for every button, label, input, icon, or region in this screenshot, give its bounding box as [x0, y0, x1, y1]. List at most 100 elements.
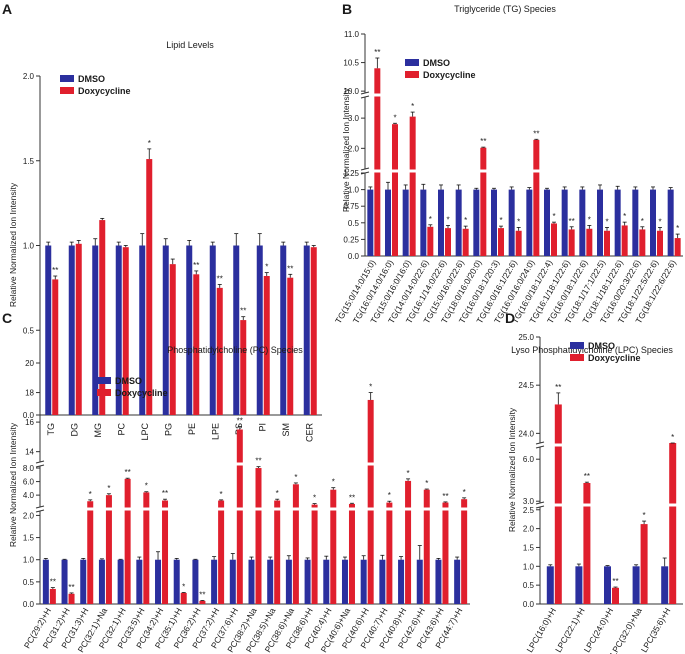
bar-doxycycline — [52, 279, 59, 415]
significance-label: * — [89, 490, 92, 499]
bar-doxycycline — [568, 229, 575, 256]
y-tick-label: 6.0 — [523, 455, 535, 464]
significance-label: * — [464, 216, 467, 225]
bar-dmso — [438, 189, 444, 256]
axis-break-mark — [535, 505, 545, 509]
bar-doxycycline — [640, 524, 648, 604]
y-tick-label: 0.0 — [23, 600, 35, 609]
bar-doxycycline — [462, 228, 469, 256]
significance-label: ** — [162, 489, 168, 498]
bar-dmso — [367, 189, 374, 256]
x-tick-label: SM — [281, 423, 291, 437]
legend-entry: Doxycycline — [423, 70, 476, 80]
x-tick-label: DG — [69, 423, 79, 437]
bar-doxycycline — [515, 230, 522, 256]
chart-panel-b: Triglyceride (TG) Species Relative Normal… — [333, 4, 683, 325]
bar-dmso — [61, 559, 68, 604]
x-tick-label: PE — [187, 423, 197, 435]
bar-break-gap — [217, 507, 225, 511]
significance-label: * — [552, 212, 555, 221]
bar-break-gap — [161, 507, 169, 511]
significance-label: ** — [255, 457, 261, 466]
bar-doxycycline — [445, 228, 451, 256]
bar-dmso — [136, 559, 143, 604]
legend-swatch — [60, 75, 74, 82]
bar-dmso — [304, 559, 311, 604]
bar-dmso — [360, 559, 367, 604]
bar-break-gap — [367, 462, 375, 466]
legend-entry: Doxycycline — [115, 388, 168, 398]
y-tick-label: 10.5 — [343, 59, 359, 68]
bar-doxycycline — [639, 229, 646, 256]
significance-label: * — [332, 478, 335, 487]
y-tick-label: 0.5 — [523, 581, 535, 590]
significance-label: ** — [68, 583, 74, 592]
bar-doxycycline — [193, 274, 200, 415]
bar-doxycycline — [583, 483, 591, 604]
bar-dmso — [473, 189, 480, 256]
y-tick-label: 11.0 — [344, 30, 360, 39]
bar-doxycycline — [236, 429, 243, 604]
bar-doxycycline — [374, 68, 381, 257]
bar-doxycycline — [310, 247, 317, 415]
bar-dmso — [117, 559, 124, 604]
bar-doxycycline — [122, 247, 129, 415]
bar-doxycycline — [99, 220, 106, 415]
panel-label-a: A — [2, 1, 12, 17]
bar-break-gap — [373, 93, 381, 97]
significance-label: * — [369, 383, 372, 392]
significance-label: * — [265, 263, 268, 272]
bar-doxycycline — [367, 399, 374, 604]
bar-dmso — [248, 559, 255, 604]
bar-dmso — [597, 189, 603, 256]
bar-doxycycline — [498, 228, 504, 256]
bar-dmso — [650, 189, 656, 256]
bar-break-gap — [460, 507, 468, 511]
bar-break-gap — [329, 507, 337, 511]
bar-doxycycline — [392, 124, 398, 256]
y-tick-label: 0.5 — [23, 326, 35, 335]
bar-dmso — [402, 189, 409, 256]
bar-doxycycline — [199, 600, 206, 604]
y-tick-label: 0.0 — [523, 600, 535, 609]
legend-swatch — [570, 342, 584, 349]
y-tick-label: 0.5 — [23, 578, 35, 587]
bar-dmso — [229, 559, 236, 604]
significance-label: ** — [569, 217, 575, 226]
bar-break-gap — [385, 507, 393, 511]
bar-doxycycline — [124, 478, 131, 604]
x-tick-label: MG — [93, 423, 103, 438]
x-tick-label: PS — [234, 423, 244, 435]
bar-break-gap — [404, 507, 412, 511]
y-tick-label: 25.0 — [518, 333, 534, 342]
significance-label: * — [429, 215, 432, 224]
y-tick-label: 14 — [25, 448, 34, 457]
bar-break-gap — [554, 503, 563, 507]
panel-label-c: C — [2, 310, 12, 326]
bar-doxycycline — [386, 502, 393, 604]
chart-title: Lyso Phosphatidylcholine (LPC) Species — [511, 345, 673, 355]
bar-doxycycline — [674, 238, 681, 256]
y-tick-label: 2.0 — [523, 525, 535, 534]
bar-doxycycline — [287, 277, 294, 415]
y-tick-label: 0.75 — [343, 202, 359, 211]
bar-dmso — [544, 189, 550, 256]
significance-label: ** — [240, 307, 246, 316]
y-tick-label: 2.0 — [23, 511, 35, 520]
y-tick-label: 18 — [25, 389, 34, 398]
bar-doxycycline — [586, 228, 593, 256]
bar-doxycycline — [621, 225, 628, 256]
significance-label: * — [182, 582, 185, 591]
chart-title: Lipid Levels — [166, 40, 214, 50]
y-tick-label: 20 — [25, 359, 34, 368]
significance-label: ** — [217, 274, 223, 283]
bar-break-gap — [367, 507, 375, 511]
bar-dmso — [398, 559, 405, 604]
significance-label: ** — [612, 577, 618, 586]
bar-dmso — [173, 559, 180, 604]
bar-dmso — [155, 559, 162, 604]
y-tick-label: 6.0 — [23, 478, 35, 487]
significance-label: * — [388, 491, 391, 500]
significance-label: ** — [533, 129, 539, 138]
